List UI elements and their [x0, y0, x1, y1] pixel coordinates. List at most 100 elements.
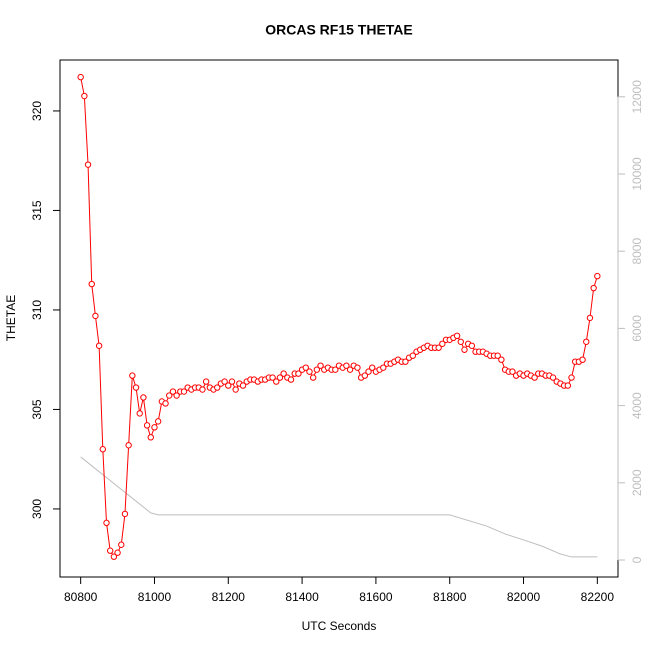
data-point — [273, 378, 280, 385]
data-point — [228, 378, 236, 385]
data-point — [132, 384, 140, 391]
data-point — [346, 366, 354, 373]
data-point — [317, 362, 324, 369]
chart-title: ORCAS RF15 THETAE — [265, 22, 413, 38]
x-tick-label: 81600 — [359, 590, 393, 604]
y-tick-label: 305 — [30, 399, 44, 419]
data-point — [81, 92, 88, 100]
data-point — [332, 366, 339, 373]
y-tick-label: 300 — [30, 499, 44, 519]
data-point — [125, 442, 132, 449]
data-point — [151, 424, 158, 431]
data-point — [99, 446, 107, 453]
data-point — [154, 418, 162, 425]
data-point — [214, 384, 221, 391]
x-tick-label: 81800 — [433, 590, 467, 604]
y2-tick-label: 12000 — [630, 80, 644, 114]
data-point — [88, 280, 95, 288]
data-point — [239, 382, 247, 389]
x-tick-label: 82000 — [507, 590, 541, 604]
data-point — [313, 366, 321, 373]
y2-tick-label: 8000 — [630, 238, 644, 265]
y2-tick-label: 0 — [630, 556, 644, 563]
x-axis-label: UTC Seconds — [302, 619, 377, 633]
data-point — [199, 386, 206, 393]
data-point — [269, 374, 276, 381]
data-point — [140, 394, 147, 401]
data-point — [114, 549, 121, 556]
data-point — [110, 553, 118, 560]
data-point — [202, 378, 210, 385]
data-point — [280, 370, 287, 377]
data-point — [92, 312, 99, 320]
x-tick-label: 80800 — [64, 590, 98, 604]
data-point — [180, 388, 188, 395]
data-point — [409, 352, 417, 359]
x-tick-label: 81000 — [138, 590, 172, 604]
data-point — [461, 346, 468, 353]
x-tick-label: 81200 — [212, 590, 246, 604]
data-point — [95, 342, 103, 349]
data-point — [77, 73, 84, 81]
data-point — [498, 356, 505, 363]
data-point — [106, 547, 114, 554]
data-point — [129, 372, 136, 379]
data-point — [162, 400, 169, 407]
data-point — [103, 519, 110, 527]
y2-tick-label: 4000 — [630, 392, 644, 419]
y2-tick-label: 2000 — [630, 469, 644, 496]
data-point — [509, 368, 516, 375]
data-point — [232, 386, 239, 393]
data-point — [136, 410, 143, 417]
y-tick-label: 310 — [30, 300, 44, 320]
data-point — [166, 392, 173, 399]
data-point — [453, 332, 461, 340]
y-tick-label: 315 — [30, 200, 44, 220]
data-point — [121, 510, 129, 518]
data-line — [80, 456, 598, 558]
y2-tick-label: 6000 — [630, 315, 644, 342]
data-point — [402, 358, 409, 365]
data-point — [586, 314, 594, 322]
data-point — [225, 382, 232, 389]
data-point — [380, 364, 387, 371]
data-point — [169, 388, 177, 395]
data-point — [147, 434, 154, 441]
data-point — [361, 372, 369, 379]
data-point — [583, 338, 590, 345]
data-point — [295, 370, 302, 377]
y2-tick-label: 10000 — [630, 157, 644, 191]
data-point — [468, 342, 476, 349]
data-point — [531, 374, 538, 381]
data-point — [287, 376, 295, 383]
data-point — [564, 382, 572, 389]
data-point — [579, 356, 586, 363]
y-axis-label: THETAE — [4, 295, 18, 341]
data-point — [369, 364, 376, 371]
data-point — [173, 392, 180, 399]
data-point — [457, 338, 464, 345]
data-point — [494, 352, 501, 359]
data-point — [594, 272, 601, 280]
data-point — [302, 364, 309, 371]
data-point — [435, 344, 442, 351]
data-point — [221, 378, 228, 385]
data-point — [590, 284, 597, 292]
data-point — [365, 368, 372, 375]
data-point — [309, 374, 317, 381]
data-point — [354, 364, 361, 371]
data-point — [549, 374, 557, 381]
x-tick-label: 82200 — [581, 590, 615, 604]
data-point — [439, 340, 446, 347]
y-tick-label: 320 — [30, 101, 44, 121]
data-point — [276, 374, 284, 381]
data-point — [84, 161, 92, 168]
x-tick-label: 81400 — [285, 590, 319, 604]
data-point — [118, 541, 125, 548]
data-point — [143, 422, 151, 429]
data-point — [343, 362, 350, 369]
data-point — [568, 374, 575, 381]
